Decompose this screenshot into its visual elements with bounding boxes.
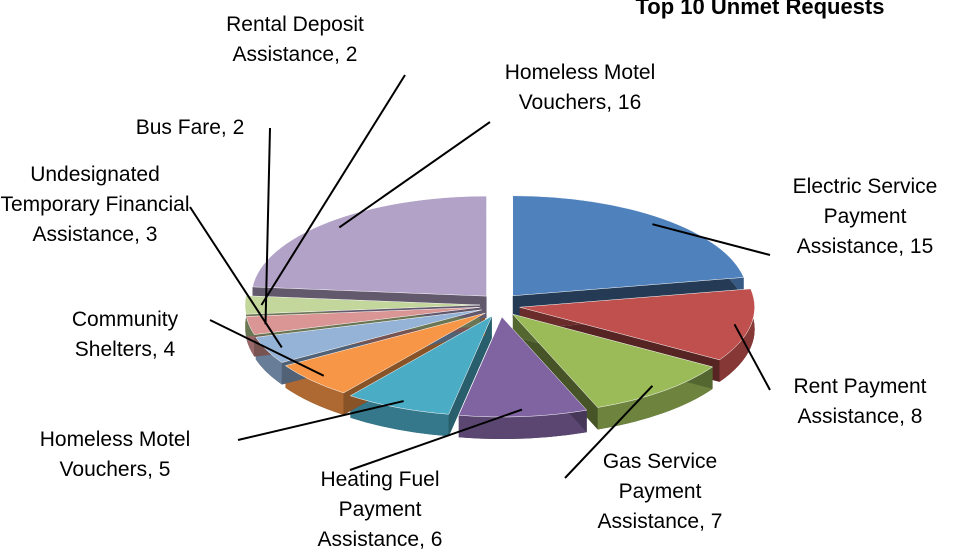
slice — [519, 288, 755, 361]
slice-wall — [448, 315, 492, 437]
slice — [284, 312, 486, 394]
leader-line — [237, 400, 404, 441]
slice-side — [458, 410, 587, 439]
leader-line — [652, 223, 771, 256]
slice — [512, 195, 745, 297]
leader-line — [733, 323, 771, 391]
leader-line — [349, 408, 523, 471]
data-label: Gas Service Payment Assistance, 7 — [597, 450, 723, 533]
slice — [244, 295, 481, 315]
leader-line — [338, 121, 491, 229]
slice — [512, 313, 714, 408]
data-label: Undesignated Temporary Financial Assista… — [0, 163, 190, 246]
leader-line — [260, 74, 406, 306]
slice — [349, 315, 493, 415]
chart-title: Top 10 Unmet Requests — [635, 0, 885, 19]
slice — [255, 309, 482, 363]
data-label: Homeless Motel Vouchers, 5 — [39, 428, 191, 481]
slice-side — [350, 395, 449, 437]
leader-line — [209, 319, 325, 377]
data-label: Community Shelters, 4 — [71, 308, 179, 361]
leader-line — [264, 127, 271, 325]
data-label: Heating Fuel Payment Assistance, 6 — [317, 468, 443, 551]
leader-line — [564, 385, 654, 479]
data-label: Bus Fare, 2 — [135, 116, 245, 139]
data-label: Homeless Motel Vouchers, 16 — [504, 61, 656, 114]
data-label: Rent Payment Assistance, 8 — [793, 375, 927, 428]
slice — [252, 195, 487, 297]
slice-side — [719, 288, 755, 382]
data-label: Rental Deposit Assistance, 2 — [226, 13, 364, 66]
data-label: Electric Service Payment Assistance, 15 — [792, 175, 938, 258]
slice — [246, 306, 481, 335]
slice — [458, 316, 588, 418]
